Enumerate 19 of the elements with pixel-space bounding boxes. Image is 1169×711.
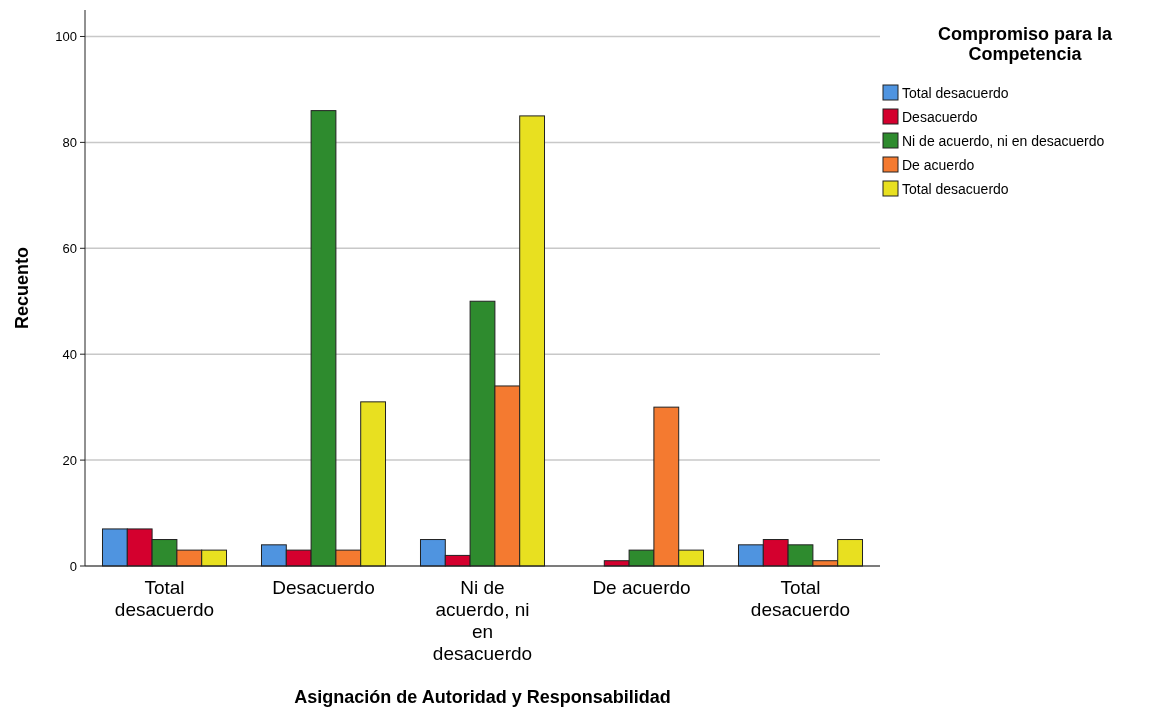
y-tick-label: 60 [62,240,77,256]
legend-title: Compromiso para la Competencia [937,24,1114,64]
y-tick-label: 80 [62,134,77,150]
y-tick-label: 100 [55,29,77,45]
x-tick-label: Total desacuerdo [750,577,851,620]
x-tick-label: Desacuerdo [272,577,375,598]
x-tick-label: Ni de acuerdo, ni en desacuerdo [432,577,533,664]
y-axis-title: Recuento [12,246,32,330]
x-tick-label: Total desacuerdo [114,577,215,620]
legend-label: De acuerdo [902,156,975,173]
x-axis-title: Asignación de Autoridad y Responsabilidad [294,687,671,707]
y-tick-label: 20 [62,452,77,468]
legend-label: Desacuerdo [902,108,978,125]
y-tick-label: 0 [69,558,77,574]
x-tick-label: De acuerdo [592,577,691,598]
legend-label: Total desacuerdo [902,180,1009,197]
y-tick-label: 40 [62,346,77,362]
legend-label: Total desacuerdo [902,84,1009,101]
legend-label: Ni de acuerdo, ni en desacuerdo [902,132,1105,149]
